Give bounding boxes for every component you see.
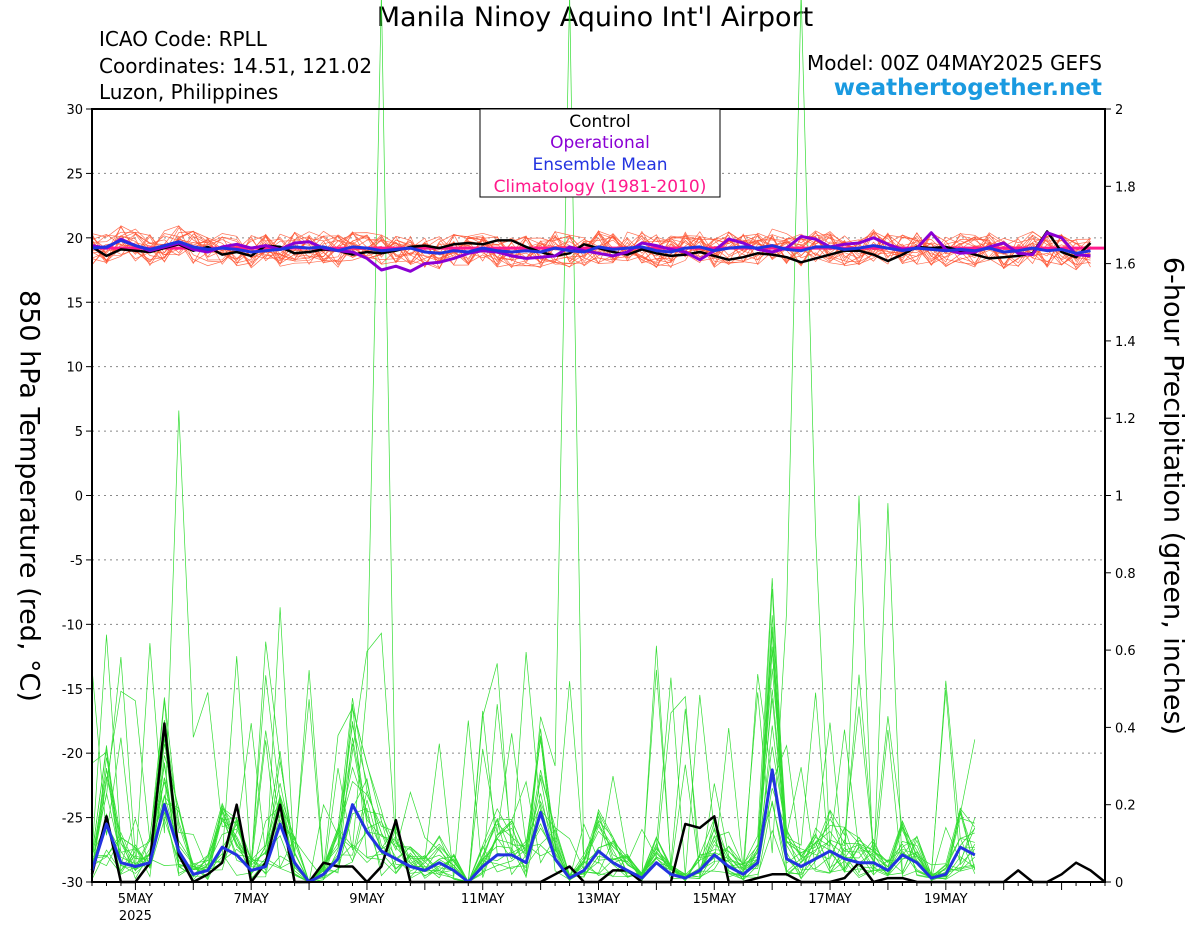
precip-member-line bbox=[91, 615, 976, 883]
x-tick-label: 13MAY bbox=[577, 892, 621, 907]
temp-ensemble-mean-line bbox=[91, 238, 1091, 255]
y-tick-label: 15 bbox=[66, 296, 83, 311]
y2-tick-label: 1.2 bbox=[1115, 412, 1136, 427]
precip-member-line bbox=[91, 689, 976, 883]
x-tick-label: 11MAY bbox=[461, 892, 505, 907]
precip-member-line bbox=[91, 607, 975, 883]
legend: Control Operational Ensemble Mean Climat… bbox=[479, 108, 721, 198]
site-link[interactable]: weathertogether.net bbox=[833, 75, 1102, 101]
coordinates: Coordinates: 14.51, 121.02 bbox=[99, 54, 373, 78]
precip-member-line bbox=[91, 649, 975, 883]
legend-entry-climatology: Climatology (1981-2010) bbox=[494, 177, 707, 197]
temp-member-line bbox=[91, 230, 1091, 269]
y-tick-label: 10 bbox=[66, 361, 83, 376]
precip-members bbox=[91, 0, 976, 883]
legend-entry-operational: Operational bbox=[550, 133, 650, 153]
y2-tick-label: 1.8 bbox=[1115, 180, 1136, 195]
y2-tick-label: 0.4 bbox=[1115, 721, 1136, 736]
y-tick-label: -5 bbox=[70, 554, 83, 569]
y-tick-label: 20 bbox=[66, 232, 83, 247]
model-run: Model: 00Z 04MAY2025 GEFS bbox=[807, 51, 1102, 75]
y2-tick-label: 0 bbox=[1115, 876, 1123, 891]
precip-member-line bbox=[91, 410, 976, 883]
x-tick-label: 15MAY bbox=[692, 892, 736, 907]
precip-member-line bbox=[91, 634, 975, 883]
x-tick-sublabel: 2025 bbox=[119, 909, 152, 924]
y2-tick-label: 0.6 bbox=[1115, 644, 1136, 659]
y-tick-label: -20 bbox=[62, 747, 83, 762]
icao-code: ICAO Code: RPLL bbox=[99, 27, 267, 51]
y2-tick-label: 1.6 bbox=[1115, 258, 1136, 273]
axes: 302520151050-5-10-15-20-25-3021.81.61.41… bbox=[62, 103, 1136, 924]
x-tick-label: 5MAY bbox=[118, 892, 153, 907]
grid bbox=[92, 172, 1105, 819]
legend-entry-control: Control bbox=[569, 112, 630, 132]
temp-member-line bbox=[91, 225, 1091, 269]
y-tick-label: -25 bbox=[62, 812, 83, 827]
y2-tick-label: 2 bbox=[1115, 103, 1123, 118]
legend-box bbox=[479, 108, 721, 198]
series-lines bbox=[90, 230, 1106, 884]
y2-tick-label: 1 bbox=[1115, 490, 1123, 505]
x-tick-label: 19MAY bbox=[924, 892, 968, 907]
legend-entry-ensemble-mean: Ensemble Mean bbox=[532, 155, 667, 175]
y-tick-label: -10 bbox=[62, 618, 83, 633]
y-tick-label: -30 bbox=[62, 876, 83, 891]
y-tick-label: 25 bbox=[66, 167, 83, 182]
precip-member-line bbox=[91, 626, 976, 883]
page-title: Manila Ninoy Aquino Int'l Airport bbox=[376, 2, 814, 33]
y-tick-label: -15 bbox=[62, 683, 83, 698]
x-tick-label: 7MAY bbox=[234, 892, 269, 907]
y2-tick-label: 0.2 bbox=[1115, 799, 1136, 814]
region: Luzon, Philippines bbox=[99, 80, 279, 104]
y2-tick-label: 1.4 bbox=[1115, 335, 1136, 350]
y-tick-label: 0 bbox=[75, 490, 83, 505]
y-tick-label: 5 bbox=[75, 425, 83, 440]
y-tick-label: 30 bbox=[66, 103, 83, 118]
precip-member-line bbox=[91, 578, 976, 883]
precip-ensemble-mean-line bbox=[90, 768, 976, 884]
temp-operational-line bbox=[91, 231, 1091, 273]
x-tick-label: 9MAY bbox=[349, 892, 384, 907]
y2-tick-label: 0.8 bbox=[1115, 567, 1136, 582]
x-tick-label: 17MAY bbox=[808, 892, 852, 907]
precip-member-line bbox=[91, 746, 976, 883]
precip-member-line bbox=[91, 645, 976, 883]
